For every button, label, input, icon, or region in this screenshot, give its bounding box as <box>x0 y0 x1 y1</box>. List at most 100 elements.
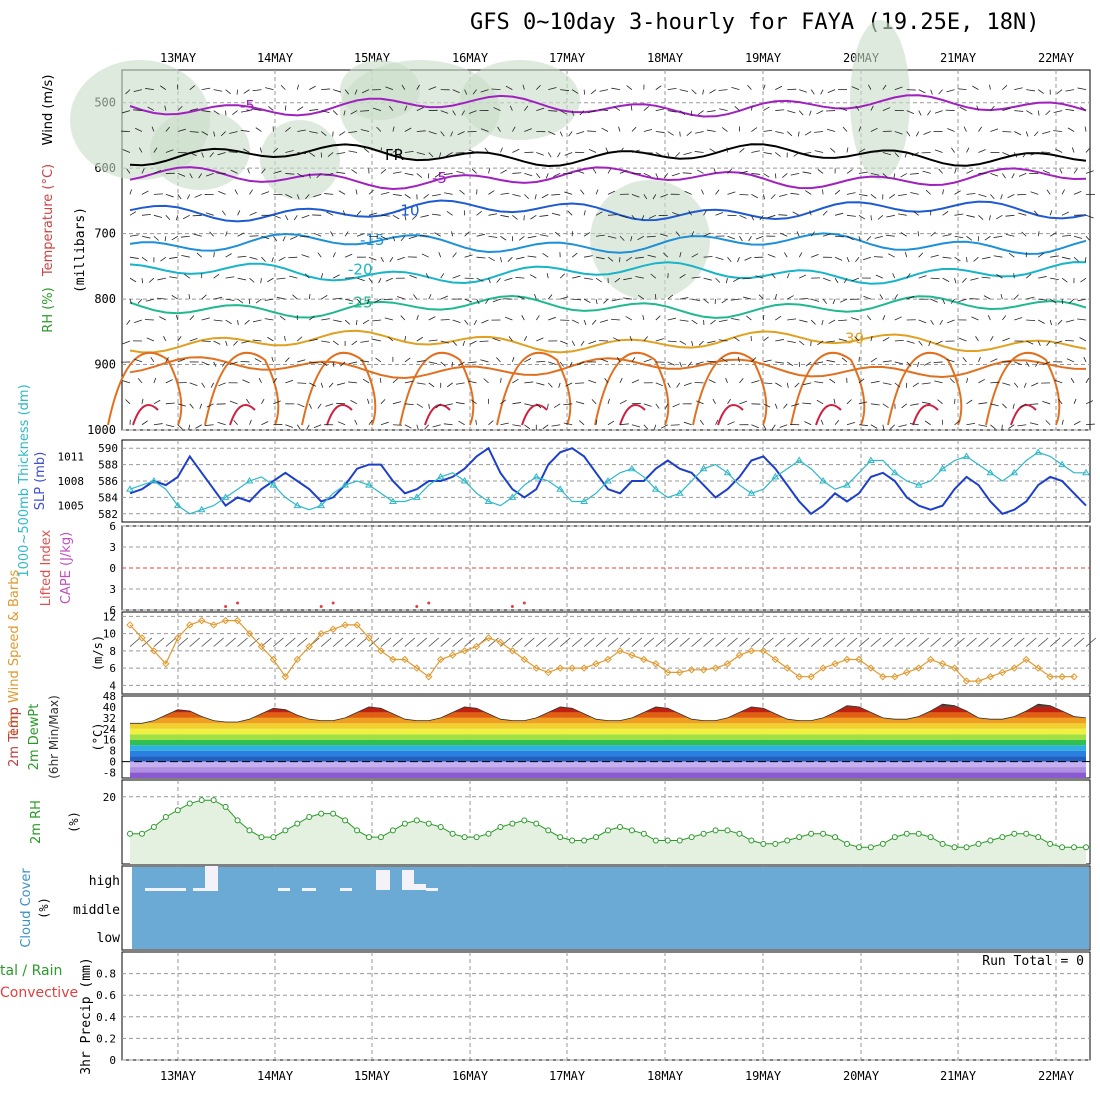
wind-barb <box>917 231 920 237</box>
thickness-tick-label: 590 <box>98 442 118 455</box>
wind-barb <box>623 277 632 281</box>
wind-barb <box>842 126 848 132</box>
wind-barb <box>683 152 692 155</box>
wind-barb <box>372 319 381 322</box>
wind-barb <box>708 379 716 384</box>
wind-speed-marker <box>819 664 827 672</box>
wind-barb-10m <box>201 637 212 647</box>
wind-barb <box>324 193 334 195</box>
wind-barb <box>261 235 270 240</box>
wind-barb <box>913 210 919 216</box>
wind-barb <box>240 129 250 132</box>
wind-barb <box>996 274 1003 279</box>
wind-barb-10m <box>524 637 535 647</box>
rh-marker <box>951 844 958 851</box>
wind-barb <box>870 403 880 406</box>
wind-barb <box>500 257 502 263</box>
wind-barb <box>524 173 533 177</box>
wind-barb <box>972 85 979 90</box>
wind-barb <box>631 149 640 153</box>
isotherm-loop <box>985 351 1061 426</box>
wind-barb <box>129 277 137 283</box>
isotherm-loop-hot <box>424 404 451 426</box>
wind-barb <box>249 277 255 283</box>
temp-tick-label: 0 <box>109 756 116 769</box>
rh-shading <box>850 20 910 180</box>
wind-barb <box>894 316 902 321</box>
wind-barb <box>455 402 465 405</box>
wind-barb <box>404 357 411 363</box>
wind-barb <box>225 319 232 325</box>
wind-barb <box>703 256 713 258</box>
thickness-marker <box>293 501 302 509</box>
wind-barb <box>1042 361 1051 366</box>
wind-barb <box>922 401 931 405</box>
thickness-marker <box>221 493 230 500</box>
wind-barb <box>797 131 800 137</box>
wind-barb <box>551 212 561 216</box>
wind-barb <box>536 403 542 409</box>
wind-barb <box>804 131 812 136</box>
wind-barb <box>189 85 196 90</box>
thickness-marker <box>675 489 684 496</box>
wind-barb <box>243 89 250 94</box>
wind-barb <box>774 403 778 409</box>
rh-marker <box>294 820 301 827</box>
wind-speed-marker <box>962 677 971 685</box>
wind-barb <box>289 275 298 279</box>
wind-barb <box>924 420 931 426</box>
wind-barb <box>746 315 752 321</box>
wind-speed-marker <box>353 621 361 629</box>
lifted-index-marker <box>331 601 335 605</box>
wind-barb <box>990 381 1000 384</box>
wind-barb <box>258 377 262 384</box>
wind-barb <box>428 131 437 135</box>
wind-barb <box>380 257 384 263</box>
wind-barb <box>443 173 453 175</box>
wind-barb <box>392 171 402 174</box>
wind-barb <box>1071 147 1075 153</box>
wind-barb <box>141 278 144 284</box>
wind-barb <box>297 336 303 342</box>
rh-marker <box>628 827 635 834</box>
wind-barb <box>614 277 621 283</box>
wind-barb <box>512 378 519 384</box>
wind-barb <box>727 421 735 426</box>
wind-barb <box>820 419 824 425</box>
wind-barb <box>978 193 987 198</box>
wind-speed-marker <box>1070 673 1078 681</box>
wind-barb <box>727 191 736 195</box>
wind-barb <box>659 233 668 237</box>
wind-barb <box>320 295 328 300</box>
rh-marker <box>855 844 862 851</box>
wind-barb <box>153 193 163 195</box>
wind-barb <box>336 382 346 386</box>
wind-barb <box>355 319 358 326</box>
thickness-marker <box>460 477 469 484</box>
wind-barb <box>592 168 597 174</box>
wind-barb <box>595 189 599 195</box>
wind-barb <box>938 168 943 174</box>
wind-barb <box>631 424 641 428</box>
wind-barb <box>966 422 976 426</box>
wind-barb <box>416 360 426 363</box>
wind-barb <box>428 403 430 409</box>
wind-barb-10m <box>512 637 523 647</box>
wind-barb <box>165 126 170 132</box>
wind-speed-marker <box>520 655 529 664</box>
wind-barb <box>157 277 166 281</box>
wind-barb <box>619 377 623 384</box>
wind-barb <box>209 152 214 158</box>
lifted-index-tick-label: 6 <box>109 520 116 533</box>
wind-barb <box>134 127 143 132</box>
isotherm-line <box>129 199 1087 223</box>
wind-speed-marker <box>664 668 672 677</box>
wind-barb <box>400 235 406 242</box>
wind-barb <box>858 378 865 384</box>
wind-barb <box>121 380 131 384</box>
date-label-top: 19MAY <box>745 51 782 65</box>
wind-barb <box>802 382 812 386</box>
date-label-bottom: 21MAY <box>940 1069 977 1083</box>
wind-barb <box>182 214 190 220</box>
wind-barb <box>324 173 334 176</box>
